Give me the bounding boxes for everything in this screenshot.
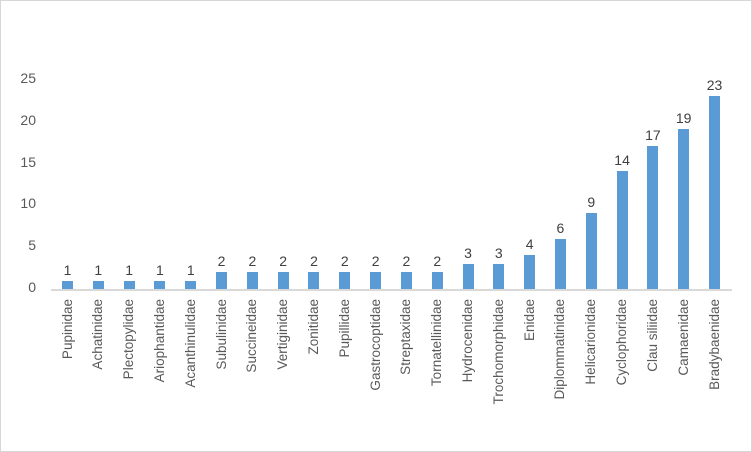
bar-value-label: 2 — [402, 253, 411, 269]
bar-value-label: 2 — [279, 253, 288, 269]
bar[interactable] — [92, 281, 104, 289]
bar[interactable] — [123, 281, 135, 289]
category-label: Acanthinulidae — [182, 299, 198, 388]
bar-value-label: 9 — [587, 194, 596, 210]
bar-value-label: 2 — [433, 253, 442, 269]
bar-value-label: 1 — [63, 262, 72, 278]
category-label: Plectopylidae — [121, 299, 137, 380]
category-label: Enidae — [521, 299, 537, 342]
bar[interactable] — [216, 272, 228, 289]
bar-value-label: 3 — [494, 245, 503, 261]
bar-value-label: 19 — [675, 110, 692, 126]
category-label: Bradybaenidae — [706, 299, 722, 390]
category-label: Tornatellinidae — [429, 299, 445, 387]
bar-value-label: 14 — [614, 152, 630, 168]
bar[interactable] — [185, 281, 197, 289]
y-axis-tick-label: 15 — [20, 153, 36, 170]
bar[interactable] — [154, 281, 166, 289]
bar-value-label: 1 — [186, 262, 195, 278]
bar[interactable] — [678, 129, 690, 289]
bar[interactable] — [554, 239, 566, 289]
bar-value-label: 2 — [217, 253, 226, 269]
bar-value-label: 2 — [340, 253, 349, 269]
y-axis-tick-label: 10 — [20, 195, 36, 212]
category-label: Hydrocenidae — [460, 299, 476, 383]
bar[interactable] — [431, 272, 443, 289]
category-label: Trochomorphidae — [490, 299, 506, 405]
category-label: Achatinidae — [90, 299, 106, 370]
category-label: Camaenidae — [675, 299, 691, 376]
bar[interactable] — [339, 272, 351, 289]
bar-value-label: 4 — [525, 236, 534, 252]
category-label: Vertiginidae — [275, 299, 291, 370]
bar[interactable] — [400, 272, 412, 289]
bar[interactable] — [709, 96, 720, 289]
bar-value-label: 3 — [464, 245, 472, 261]
x-axis-line — [51, 289, 732, 291]
bar-value-label: 1 — [156, 262, 164, 278]
bar[interactable] — [370, 272, 382, 289]
bar-value-label: 1 — [94, 262, 103, 278]
category-label: Pupillidae — [336, 299, 352, 358]
bar-value-label: 2 — [248, 253, 257, 269]
category-label: Pupinidae — [59, 299, 75, 360]
y-axis-tick-label: 25 — [20, 70, 36, 86]
category-label: Clau siliidae — [644, 299, 660, 372]
bar[interactable] — [493, 264, 505, 289]
y-axis-tick-label: 5 — [28, 237, 36, 254]
bar-value-label: 1 — [125, 262, 133, 278]
bar[interactable] — [308, 272, 320, 289]
bar-value-label: 2 — [310, 253, 318, 269]
bar-value-label: 6 — [556, 220, 565, 236]
bar[interactable] — [585, 213, 597, 289]
bar[interactable] — [462, 264, 474, 289]
bar-value-label: 2 — [371, 253, 380, 269]
category-label: Ariophantidae — [151, 299, 167, 383]
category-label: Helicarionidae — [583, 299, 599, 385]
bar[interactable] — [277, 272, 289, 289]
bar-value-label: 17 — [645, 127, 661, 143]
category-label: Subulinidae — [213, 299, 229, 370]
bar[interactable] — [524, 255, 536, 289]
bar[interactable] — [62, 281, 73, 289]
y-axis-tick-label: 20 — [20, 111, 36, 128]
category-label: Succineidae — [244, 299, 260, 373]
bar-value-label: 23 — [706, 77, 723, 93]
category-label: Gastrocoptidae — [367, 299, 383, 391]
y-axis-tick-label: 0 — [28, 279, 36, 295]
bar[interactable] — [647, 146, 659, 289]
bar[interactable] — [616, 171, 628, 289]
category-label: Cyclophoridae — [614, 299, 630, 386]
category-label: Zonitidae — [305, 299, 321, 355]
bar[interactable] — [246, 272, 258, 289]
category-label: Streptaxidae — [398, 299, 414, 375]
category-label: Diplommatinidae — [552, 299, 568, 400]
